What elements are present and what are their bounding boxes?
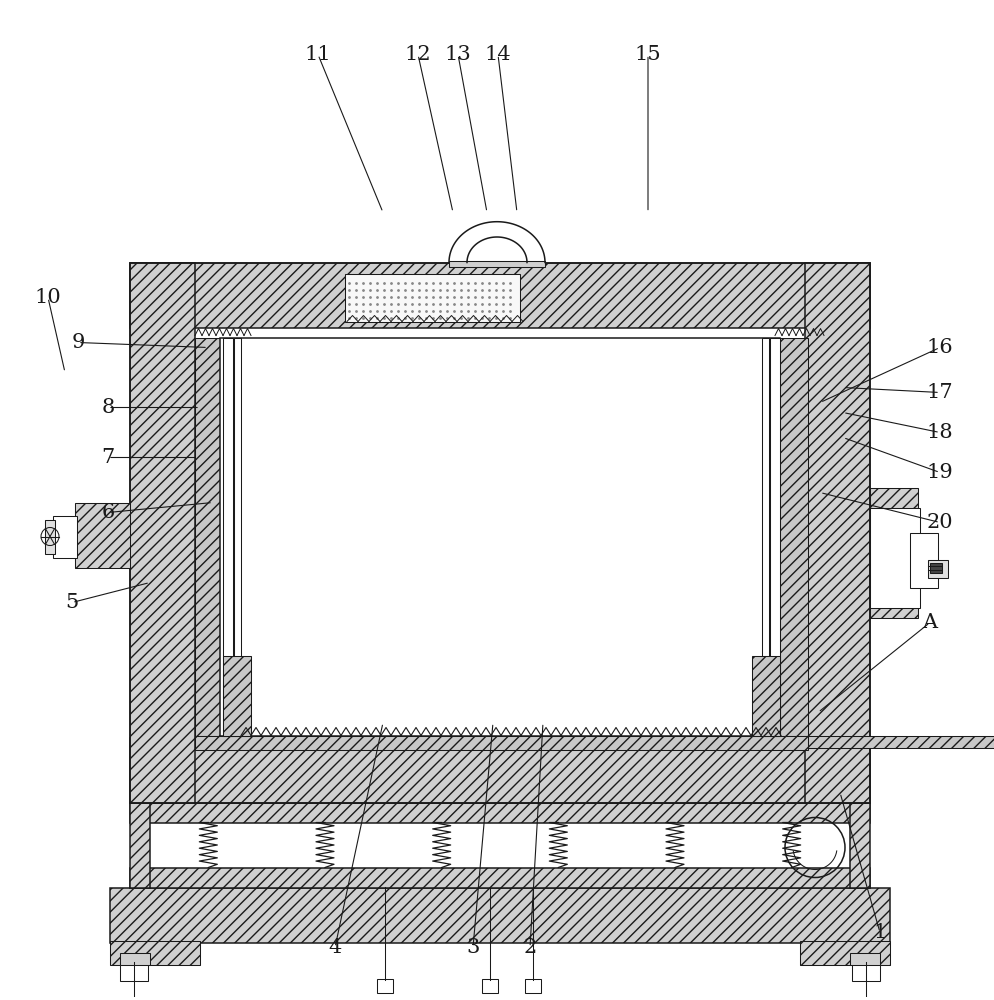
Bar (769, 338, 779, 736)
Bar (223, 338, 233, 736)
Bar (45, 520, 55, 554)
Bar (910, 532, 937, 587)
Bar (75, 502, 130, 568)
Text: 9: 9 (72, 333, 84, 352)
Bar (130, 738, 869, 802)
Bar (851, 962, 879, 980)
Bar (130, 263, 869, 802)
Bar (110, 940, 200, 964)
Bar (377, 978, 393, 992)
Bar (481, 978, 498, 992)
Bar (120, 962, 148, 980)
Text: 4: 4 (328, 938, 341, 957)
Bar (448, 260, 545, 266)
Bar (223, 656, 250, 736)
Bar (761, 338, 768, 736)
Text: 10: 10 (35, 288, 62, 307)
Text: 13: 13 (444, 45, 471, 64)
Bar (220, 338, 779, 736)
Bar (849, 952, 879, 964)
Text: 7: 7 (101, 448, 114, 467)
Text: 2: 2 (523, 938, 536, 957)
Bar (869, 488, 917, 617)
Text: 14: 14 (484, 45, 511, 64)
Text: 17: 17 (925, 383, 952, 402)
Bar (130, 263, 195, 802)
Text: 8: 8 (101, 398, 114, 417)
Text: 19: 19 (925, 463, 952, 482)
Bar (849, 802, 869, 888)
Bar (195, 736, 807, 750)
Bar (120, 952, 150, 964)
Bar (130, 802, 869, 822)
Text: 16: 16 (925, 338, 952, 357)
Bar (195, 338, 223, 747)
Bar (525, 978, 541, 992)
Text: 6: 6 (101, 503, 114, 522)
Bar (751, 656, 779, 736)
Bar (53, 516, 77, 558)
Bar (130, 262, 869, 328)
Text: 20: 20 (925, 513, 952, 532)
Bar (927, 560, 947, 578)
Bar (345, 273, 520, 322)
Bar (929, 562, 941, 572)
Bar (195, 736, 994, 747)
Text: 3: 3 (466, 938, 479, 957)
Bar (779, 338, 807, 747)
Bar (799, 940, 889, 964)
Text: 12: 12 (405, 45, 430, 64)
Bar (869, 508, 919, 607)
Text: 5: 5 (66, 593, 79, 612)
Bar (110, 888, 889, 942)
Text: A: A (921, 613, 936, 632)
Text: 15: 15 (634, 45, 661, 64)
Text: 1: 1 (873, 923, 886, 942)
Bar (130, 802, 150, 888)
Text: 11: 11 (304, 45, 331, 64)
Bar (234, 338, 241, 736)
Bar (130, 867, 869, 888)
Text: 18: 18 (925, 423, 952, 442)
Bar (804, 263, 869, 802)
